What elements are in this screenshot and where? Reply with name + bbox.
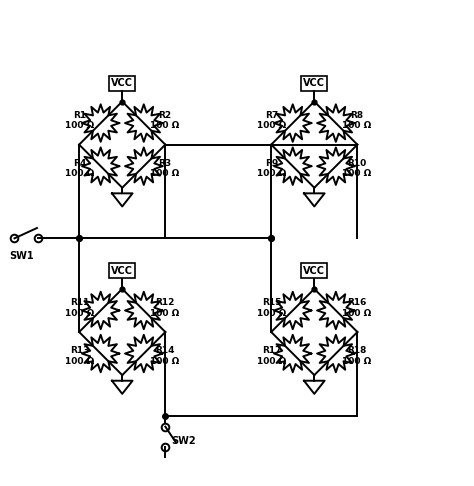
- Text: R14
100 Ω: R14 100 Ω: [150, 346, 180, 365]
- Text: R18
100 Ω: R18 100 Ω: [342, 346, 372, 365]
- Text: R15
100 Ω: R15 100 Ω: [257, 298, 286, 318]
- Text: R13
100 Ω: R13 100 Ω: [65, 346, 94, 365]
- Text: R2
100 Ω: R2 100 Ω: [150, 111, 180, 130]
- Text: VCC: VCC: [303, 78, 325, 88]
- Text: R3
100 Ω: R3 100 Ω: [150, 159, 180, 178]
- Text: R1
100 Ω: R1 100 Ω: [65, 111, 94, 130]
- Text: SW1: SW1: [9, 251, 34, 261]
- Text: SW2: SW2: [171, 436, 196, 446]
- Text: R8
100 Ω: R8 100 Ω: [342, 111, 372, 130]
- FancyBboxPatch shape: [109, 76, 136, 91]
- Text: VCC: VCC: [303, 266, 325, 276]
- FancyBboxPatch shape: [109, 263, 136, 278]
- Text: R9
100 Ω: R9 100 Ω: [257, 159, 286, 178]
- Text: R7
100 Ω: R7 100 Ω: [257, 111, 286, 130]
- Text: R17
100 Ω: R17 100 Ω: [257, 346, 286, 365]
- Text: R16
100 Ω: R16 100 Ω: [342, 298, 372, 318]
- Text: R12
100 Ω: R12 100 Ω: [150, 298, 180, 318]
- Text: R4
100 Ω: R4 100 Ω: [65, 159, 94, 178]
- FancyBboxPatch shape: [301, 263, 328, 278]
- Text: R10
100 Ω: R10 100 Ω: [342, 159, 372, 178]
- Text: VCC: VCC: [111, 266, 133, 276]
- Text: VCC: VCC: [111, 78, 133, 88]
- Text: R11
100 Ω: R11 100 Ω: [65, 298, 94, 318]
- FancyBboxPatch shape: [301, 76, 328, 91]
